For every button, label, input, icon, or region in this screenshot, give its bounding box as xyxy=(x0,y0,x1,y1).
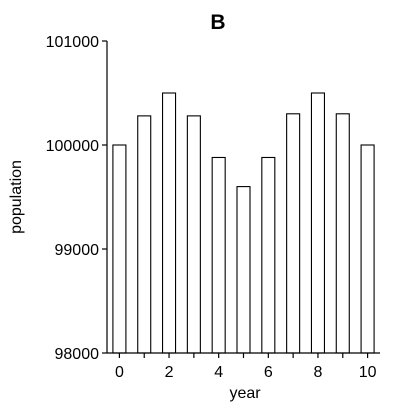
y-tick-label-101000: 101000 xyxy=(46,34,99,51)
x-tick-label-4: 4 xyxy=(214,364,223,381)
bar-year-5 xyxy=(236,186,251,354)
bar-year-0 xyxy=(112,144,127,354)
x-tick-label-10: 10 xyxy=(359,364,377,381)
chart-title: B xyxy=(210,11,225,34)
bar-year-1 xyxy=(137,115,152,354)
bar-series xyxy=(112,92,375,354)
y-axis-ticks: 98000 99000 100000 101000 xyxy=(46,34,107,363)
bar-year-7 xyxy=(286,113,301,354)
bar-year-9 xyxy=(335,113,350,354)
bar-year-3 xyxy=(186,115,201,354)
x-axis-ticks: 0 2 4 6 8 10 xyxy=(115,353,377,381)
x-tick-label-0: 0 xyxy=(115,364,124,381)
x-tick-label-2: 2 xyxy=(165,364,174,381)
x-tick-label-6: 6 xyxy=(264,364,273,381)
y-tick-label-98000: 98000 xyxy=(55,346,100,363)
bar-year-4 xyxy=(211,156,226,354)
y-tick-label-100000: 100000 xyxy=(46,138,99,155)
bar-year-10 xyxy=(360,144,375,354)
bar-year-8 xyxy=(310,92,326,354)
x-tick-label-8: 8 xyxy=(314,364,323,381)
y-tick-label-99000: 99000 xyxy=(55,242,100,259)
bar-year-6 xyxy=(261,156,276,354)
x-axis-label: year xyxy=(229,385,261,402)
bar-year-2 xyxy=(162,92,177,354)
y-axis-label: population xyxy=(8,160,25,234)
